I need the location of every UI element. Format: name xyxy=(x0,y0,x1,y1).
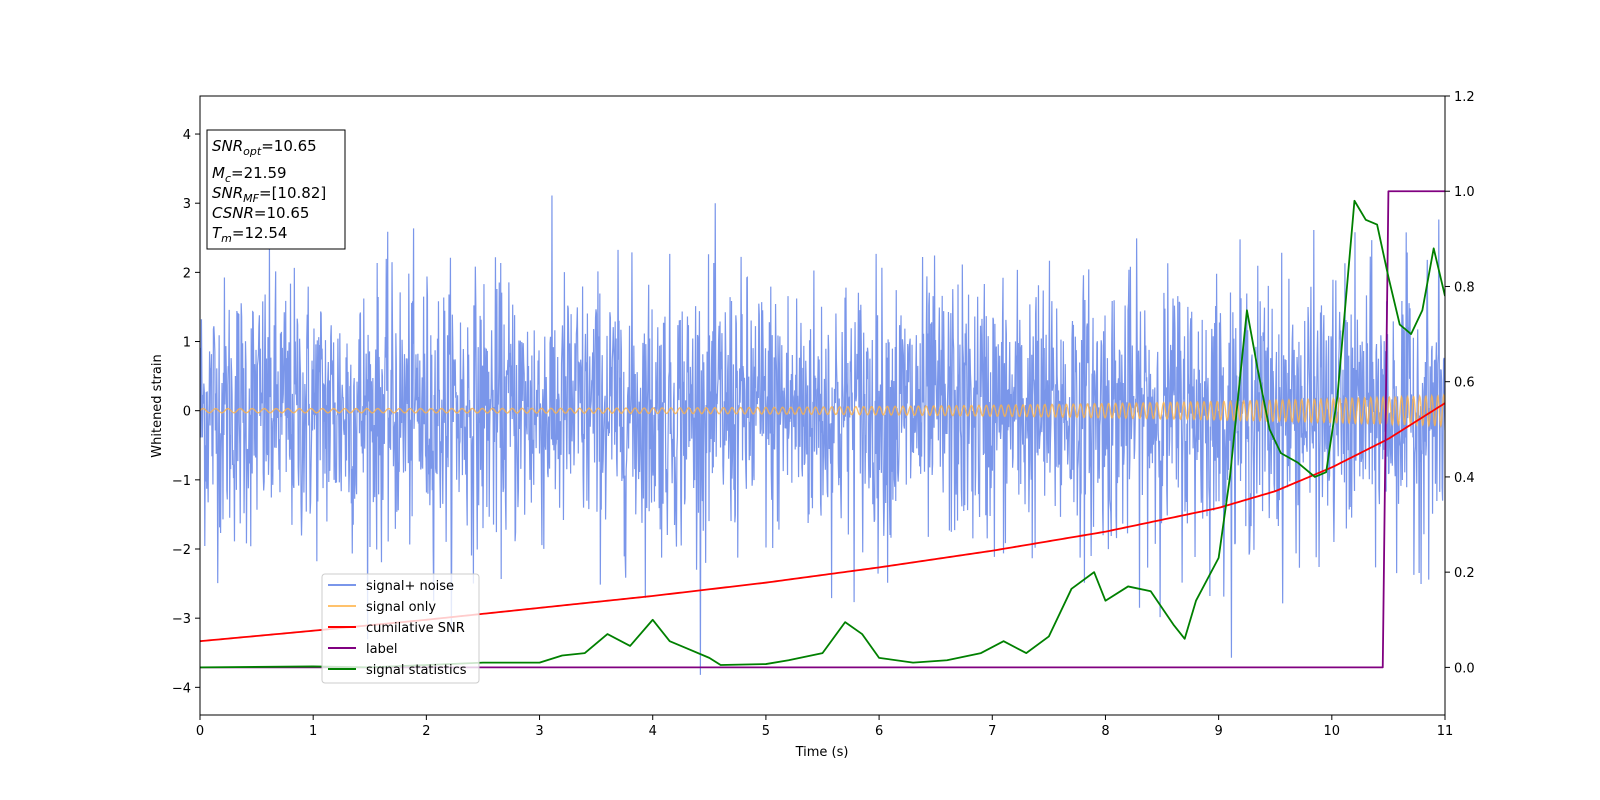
series-signal-noise xyxy=(200,195,1445,675)
x-tick-label: 8 xyxy=(1101,724,1109,739)
x-tick-label: 0 xyxy=(196,724,204,739)
legend-label-signal-only: signal only xyxy=(366,600,436,615)
y-tick-label: −4 xyxy=(172,681,191,696)
y-tick-label: 4 xyxy=(183,128,191,143)
y-tick-label: 3 xyxy=(183,197,191,212)
info-box: SNRopt=10.65 Mc=21.59 SNRMF=[10.82] CSNR… xyxy=(206,129,346,250)
info-snr-mf: SNRMF=[10.82] xyxy=(212,184,326,205)
info-box-frame xyxy=(206,129,346,250)
legend: signal+ noise signal only cumilative SNR… xyxy=(321,573,480,684)
y2-tick-label: 1.2 xyxy=(1454,90,1475,105)
x-tick-label: 11 xyxy=(1437,724,1454,739)
info-csnr: CSNR=10.65 xyxy=(212,204,309,222)
y2-tick-label: 0.0 xyxy=(1454,661,1475,676)
x-tick-label: 1 xyxy=(309,724,317,739)
y-tick-label: −3 xyxy=(172,612,191,627)
y-axis-right: 0.0 0.2 0.4 0.6 0.8 1.0 1.2 xyxy=(1445,90,1475,676)
legend-label-label: label xyxy=(366,642,397,657)
y2-tick-label: 0.6 xyxy=(1454,376,1475,391)
x-tick-label: 9 xyxy=(1214,724,1222,739)
y-tick-label: 1 xyxy=(183,336,191,351)
info-mc: Mc=21.59 xyxy=(212,164,287,185)
series-label xyxy=(200,190,1445,669)
info-tm: Tm=12.54 xyxy=(212,224,287,245)
legend-label-signal-statistics: signal statistics xyxy=(366,663,467,678)
y-tick-label: −1 xyxy=(172,474,191,489)
y2-tick-label: 0.8 xyxy=(1454,280,1475,295)
x-axis-label: Time (s) xyxy=(795,745,849,760)
x-axis: 0 1 2 3 4 5 6 7 8 9 10 11 xyxy=(196,715,1453,739)
x-tick-label: 4 xyxy=(649,724,657,739)
info-snr-opt: SNRopt=10.65 xyxy=(212,137,317,158)
plot-frame xyxy=(199,95,1446,716)
y-axis-label: Whitened strain xyxy=(150,354,165,457)
legend-frame xyxy=(321,573,480,684)
x-tick-label: 2 xyxy=(422,724,430,739)
x-tick-label: 3 xyxy=(535,724,543,739)
y-tick-label: 0 xyxy=(183,405,191,420)
y2-tick-label: 1.0 xyxy=(1454,185,1475,200)
y-tick-label: 2 xyxy=(183,266,191,281)
series-signal-statistics xyxy=(200,199,1445,669)
legend-label-cumulative-snr: cumilative SNR xyxy=(366,621,465,636)
y2-tick-label: 0.4 xyxy=(1454,471,1475,486)
y2-tick-label: 0.2 xyxy=(1454,566,1475,581)
x-tick-label: 7 xyxy=(988,724,996,739)
legend-label-signal-noise: signal+ noise xyxy=(366,579,454,594)
y-axis-left: −4 −3 −2 −1 0 1 2 3 4 xyxy=(172,128,200,696)
x-tick-label: 5 xyxy=(762,724,770,739)
x-tick-label: 6 xyxy=(875,724,883,739)
y-tick-label: −2 xyxy=(172,543,191,558)
x-tick-label: 10 xyxy=(1324,724,1341,739)
